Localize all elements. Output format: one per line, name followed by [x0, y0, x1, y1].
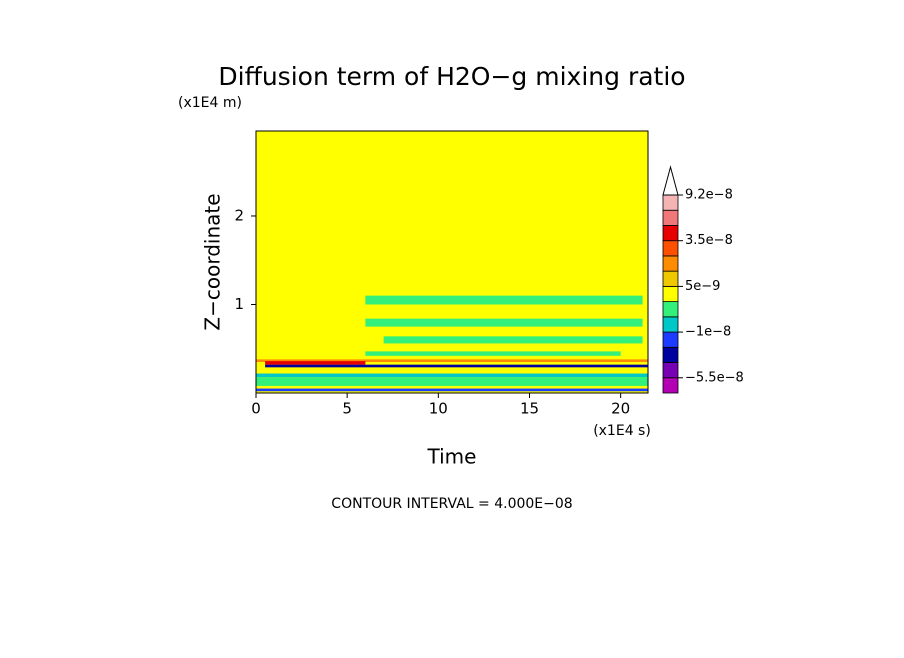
y-tick-label: 2	[234, 206, 244, 224]
colorbar-segment	[662, 331, 679, 348]
contour-region	[365, 318, 643, 327]
y-unit: (x1E4 m)	[178, 95, 242, 111]
contour-note: CONTOUR INTERVAL = 4.000E−08	[331, 496, 572, 512]
colorbar-tick-label: 3.5e−8	[685, 233, 733, 248]
colorbar-segment	[662, 285, 679, 303]
colorbar-segment	[662, 255, 679, 272]
y-tick-label: 1	[234, 295, 244, 313]
contour-region	[256, 131, 648, 393]
colorbar-segment	[662, 209, 679, 226]
colorbar-segment	[662, 316, 679, 333]
colorbar-segment	[662, 377, 679, 394]
colorbar-over	[662, 165, 679, 196]
colorbar-tick-label: 9.2e−8	[685, 188, 733, 203]
colorbar-segment	[662, 270, 679, 287]
contour-region	[365, 351, 621, 356]
contour-region	[265, 364, 648, 368]
x-tick-label: 0	[251, 400, 261, 418]
x-unit: (x1E4 s)	[593, 423, 651, 439]
x-tick-label: 10	[429, 400, 448, 418]
colorbar-tick-label: 5e−9	[685, 279, 720, 294]
x-tick-label: 15	[520, 400, 539, 418]
x-axis-title: Time	[427, 445, 477, 469]
colorbar-tick-label: −1e−8	[685, 325, 731, 340]
colorbar-segment	[662, 194, 679, 211]
y-axis-title: Z−coordinate	[201, 193, 225, 330]
colorbar-segment	[662, 346, 679, 363]
contour-region	[256, 373, 648, 378]
chart-title: Diffusion term of H2O−g mixing ratio	[218, 62, 685, 91]
colorbar-segment	[662, 301, 679, 318]
contour-region	[365, 295, 643, 305]
contour-region	[256, 388, 648, 392]
contour-region	[265, 361, 366, 365]
contour-region	[383, 336, 643, 344]
x-tick-label: 20	[611, 400, 630, 418]
x-tick-label: 5	[342, 400, 352, 418]
contour-region	[256, 368, 648, 374]
contour-region	[256, 377, 648, 386]
colorbar-tick-label: −5.5e−8	[685, 370, 744, 385]
colorbar-segment	[662, 225, 679, 242]
colorbar-segment	[662, 240, 679, 257]
colorbar-segment	[662, 362, 679, 379]
plot-frame	[255, 130, 649, 394]
contour-region	[256, 359, 648, 363]
